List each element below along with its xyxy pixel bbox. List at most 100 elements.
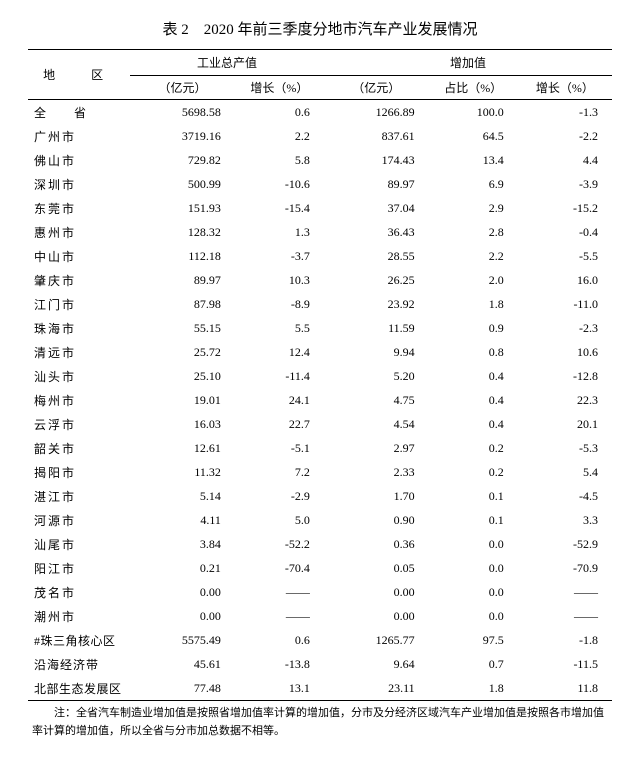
table-row: 云浮市16.0322.74.540.420.1	[28, 412, 612, 436]
col-growth-2: 增长（%）	[518, 76, 612, 100]
growth2-cell: 11.8	[518, 676, 612, 701]
region-cell: 珠海市	[28, 316, 130, 340]
growth2-cell: -4.5	[518, 484, 612, 508]
added-cell: 23.11	[324, 676, 429, 701]
table-row: 深圳市500.99-10.689.976.9-3.9	[28, 172, 612, 196]
growth1-cell: 5.5	[235, 316, 324, 340]
region-cell: 全 省	[28, 100, 130, 125]
total-cell: 128.32	[130, 220, 235, 244]
region-cell: #珠三角核心区	[28, 628, 130, 652]
header-row-1: 地 区 工业总产值 增加值	[28, 50, 612, 76]
growth2-cell: -11.0	[518, 292, 612, 316]
share-cell: 0.1	[429, 484, 518, 508]
added-cell: 0.90	[324, 508, 429, 532]
growth1-cell: ——	[235, 580, 324, 604]
growth1-cell: 0.6	[235, 628, 324, 652]
growth2-cell: -2.2	[518, 124, 612, 148]
growth1-cell: -5.1	[235, 436, 324, 460]
growth1-cell: -70.4	[235, 556, 324, 580]
table-row: 清远市25.7212.49.940.810.6	[28, 340, 612, 364]
region-cell: 江门市	[28, 292, 130, 316]
share-cell: 0.0	[429, 556, 518, 580]
growth2-cell: -52.9	[518, 532, 612, 556]
growth1-cell: -11.4	[235, 364, 324, 388]
growth2-cell: ——	[518, 604, 612, 628]
growth2-cell: -3.9	[518, 172, 612, 196]
table-row: #珠三角核心区5575.490.61265.7797.5-1.8	[28, 628, 612, 652]
share-cell: 0.4	[429, 388, 518, 412]
growth1-cell: -8.9	[235, 292, 324, 316]
region-cell: 茂名市	[28, 580, 130, 604]
total-cell: 4.11	[130, 508, 235, 532]
total-cell: 55.15	[130, 316, 235, 340]
total-cell: 87.98	[130, 292, 235, 316]
table-row: 东莞市151.93-15.437.042.9-15.2	[28, 196, 612, 220]
footnote: 注：全省汽车制造业增加值是按照省增加值率计算的增加值，分市及分经济区域汽车产业增…	[28, 705, 612, 740]
col-add-unit: （亿元）	[324, 76, 429, 100]
growth2-cell: -1.8	[518, 628, 612, 652]
region-cell: 东莞市	[28, 196, 130, 220]
added-cell: 174.43	[324, 148, 429, 172]
total-cell: 45.61	[130, 652, 235, 676]
added-cell: 37.04	[324, 196, 429, 220]
added-cell: 23.92	[324, 292, 429, 316]
growth1-cell: 1.3	[235, 220, 324, 244]
growth2-cell: 5.4	[518, 460, 612, 484]
growth1-cell: -15.4	[235, 196, 324, 220]
growth2-cell: -12.8	[518, 364, 612, 388]
growth1-cell: 0.6	[235, 100, 324, 125]
region-cell: 云浮市	[28, 412, 130, 436]
share-cell: 2.0	[429, 268, 518, 292]
growth1-cell: 5.0	[235, 508, 324, 532]
region-cell: 汕头市	[28, 364, 130, 388]
data-table: 地 区 工业总产值 增加值 （亿元） 增长（%） （亿元） 占比（%） 增长（%…	[28, 49, 612, 701]
growth1-cell: 24.1	[235, 388, 324, 412]
total-cell: 16.03	[130, 412, 235, 436]
share-cell: 0.7	[429, 652, 518, 676]
table-row: 江门市87.98-8.923.921.8-11.0	[28, 292, 612, 316]
region-cell: 清远市	[28, 340, 130, 364]
added-cell: 28.55	[324, 244, 429, 268]
region-cell: 深圳市	[28, 172, 130, 196]
total-cell: 5575.49	[130, 628, 235, 652]
region-cell: 潮州市	[28, 604, 130, 628]
table-row: 珠海市55.155.511.590.9-2.3	[28, 316, 612, 340]
col-industrial-total: 工业总产值	[130, 50, 324, 76]
table-row: 湛江市5.14-2.91.700.1-4.5	[28, 484, 612, 508]
total-cell: 0.00	[130, 580, 235, 604]
added-cell: 1265.77	[324, 628, 429, 652]
added-cell: 837.61	[324, 124, 429, 148]
growth2-cell: 22.3	[518, 388, 612, 412]
table-row: 中山市112.18-3.728.552.2-5.5	[28, 244, 612, 268]
growth2-cell: -5.5	[518, 244, 612, 268]
growth2-cell: 20.1	[518, 412, 612, 436]
growth2-cell: -15.2	[518, 196, 612, 220]
share-cell: 0.0	[429, 532, 518, 556]
col-growth-1: 增长（%）	[235, 76, 324, 100]
growth1-cell: 13.1	[235, 676, 324, 701]
total-cell: 5.14	[130, 484, 235, 508]
share-cell: 0.0	[429, 580, 518, 604]
growth1-cell: -10.6	[235, 172, 324, 196]
share-cell: 13.4	[429, 148, 518, 172]
region-cell: 阳江市	[28, 556, 130, 580]
growth1-cell: -13.8	[235, 652, 324, 676]
added-cell: 2.97	[324, 436, 429, 460]
table-row: 北部生态发展区77.4813.123.111.811.8	[28, 676, 612, 701]
region-cell: 肇庆市	[28, 268, 130, 292]
table-row: 揭阳市11.327.22.330.25.4	[28, 460, 612, 484]
region-cell: 湛江市	[28, 484, 130, 508]
added-cell: 4.75	[324, 388, 429, 412]
share-cell: 0.8	[429, 340, 518, 364]
growth1-cell: -52.2	[235, 532, 324, 556]
added-cell: 2.33	[324, 460, 429, 484]
total-cell: 112.18	[130, 244, 235, 268]
share-cell: 1.8	[429, 676, 518, 701]
added-cell: 5.20	[324, 364, 429, 388]
region-cell: 梅州市	[28, 388, 130, 412]
total-cell: 0.00	[130, 604, 235, 628]
table-row: 全 省5698.580.61266.89100.0-1.3	[28, 100, 612, 125]
growth2-cell: -11.5	[518, 652, 612, 676]
table-row: 韶关市12.61-5.12.970.2-5.3	[28, 436, 612, 460]
growth2-cell: -0.4	[518, 220, 612, 244]
